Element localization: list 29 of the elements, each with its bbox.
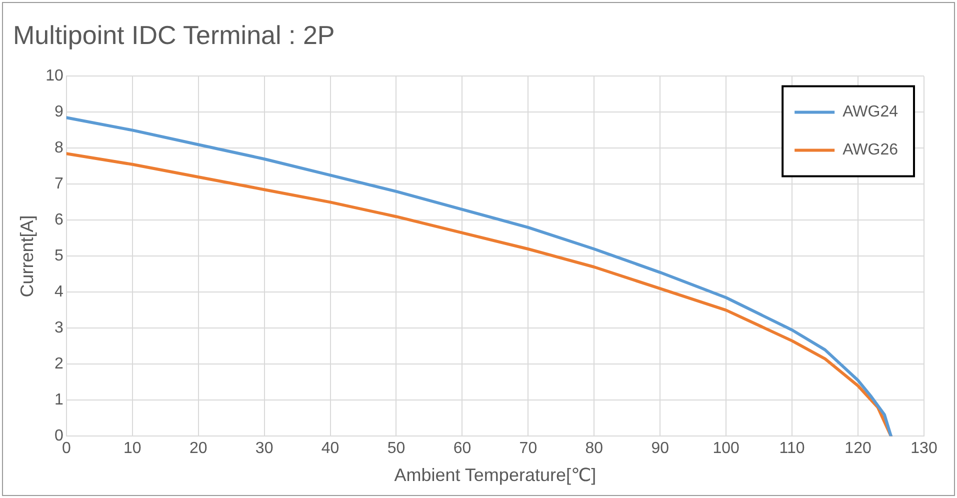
y-tick-label: 0 [54,428,64,445]
x-tick-label: 90 [651,440,670,458]
y-tick-label: 2 [54,356,64,373]
x-tick-label: 80 [585,440,604,458]
x-tick-label: 110 [779,440,805,458]
y-tick-label: 1 [54,392,64,409]
y-tick-label: 8 [54,140,64,157]
x-tick-label: 50 [387,440,406,458]
y-tick-label: 10 [46,68,64,85]
legend-label: AWG26 [842,142,898,159]
y-tick-label: 6 [54,212,64,229]
x-tick-label: 70 [519,440,538,458]
y-axis-title: Current[A] [16,215,37,298]
y-tick-label: 9 [54,104,64,121]
legend-label: AWG24 [842,104,898,121]
x-tick-label: 60 [453,440,472,458]
x-tick-label: 130 [910,440,938,458]
x-tick-label: 100 [712,440,740,458]
chart-title: Multipoint IDC Terminal : 2P [13,20,335,50]
x-tick-label: 120 [844,440,872,458]
x-tick-label: 10 [123,440,142,458]
y-tick-label: 4 [54,284,64,301]
y-tick-label: 5 [54,248,64,265]
x-tick-label: 40 [321,440,340,458]
y-tick-label: 3 [54,320,64,337]
y-tick-label: 7 [54,176,64,193]
x-axis-title: Ambient Temperature[℃] [394,465,596,486]
x-tick-label: 30 [255,440,274,458]
x-tick-label: 20 [189,440,208,458]
